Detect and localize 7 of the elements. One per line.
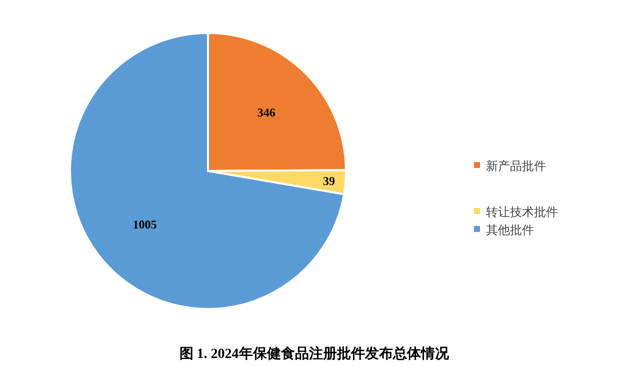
data-label: 39: [323, 174, 336, 188]
data-label: 1005: [132, 217, 157, 232]
legend-label: 其他批件: [486, 223, 534, 237]
legend-label: 转让技术批件: [486, 205, 558, 219]
data-label: 346: [257, 105, 276, 120]
text: 图 1. 2024年保健食品注册批件发布总体情况: [179, 345, 450, 362]
legend-label: 新产品批件: [486, 159, 546, 173]
